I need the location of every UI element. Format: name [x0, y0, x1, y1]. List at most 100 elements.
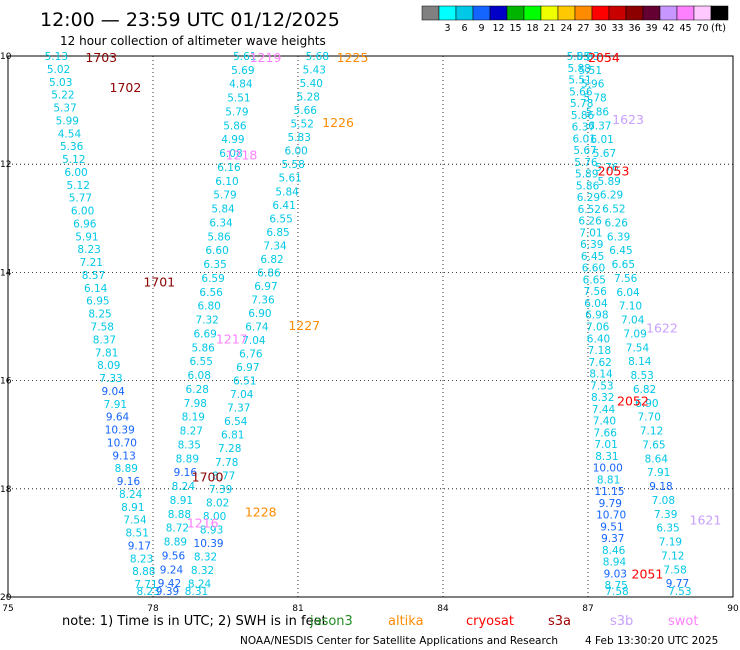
wave-height-value: 8.14 — [628, 356, 652, 368]
wave-height-value: 5.37 — [53, 103, 76, 115]
longitude-tick-label: 78 — [147, 604, 159, 614]
wave-height-value: 7.91 — [104, 399, 127, 411]
wave-height-value: 8.57 — [82, 270, 105, 282]
wave-height-value: 6.10 — [215, 176, 238, 188]
wave-height-value: 5.51 — [568, 75, 591, 87]
wave-height-value: 9.77 — [666, 578, 689, 590]
wave-height-value: 5.96 — [581, 79, 605, 91]
wave-height-value: 6.52 — [578, 204, 601, 216]
wave-height-value: 8.88 — [132, 566, 155, 578]
wave-height-value: 5.89 — [575, 169, 598, 181]
wave-height-value: 10.00 — [593, 463, 623, 475]
wave-height-value: 8.94 — [603, 557, 627, 569]
wave-height-value: 8.31 — [595, 451, 618, 463]
color-scale-swatch — [574, 5, 593, 21]
wave-height-value: 8.24 — [119, 489, 143, 501]
wave-height-value: 7.58 — [663, 564, 686, 576]
wave-height-value: 5.86 — [207, 231, 231, 243]
wave-height-value: 5.36 — [60, 141, 84, 153]
color-scale-label: 21 — [543, 23, 555, 34]
wave-height-value: 9.03 — [604, 568, 627, 580]
wave-height-value: 6.85 — [266, 227, 289, 239]
wave-height-value: 7.36 — [251, 294, 275, 306]
wave-height-value: 5.84 — [211, 204, 235, 216]
wave-height-value: 6.55 — [190, 356, 213, 368]
wave-height-value: 8.93 — [200, 524, 223, 536]
pass-id-label: 1703 — [85, 50, 117, 65]
wave-height-value: 6.45 — [609, 245, 632, 257]
wave-height-value: 6.41 — [272, 200, 295, 212]
wave-height-value: 5.66 — [294, 105, 318, 117]
wave-height-value: 7.04 — [230, 389, 254, 401]
wave-height-value: 5.52 — [291, 119, 314, 131]
color-scale-swatch — [523, 5, 542, 21]
wave-height-value: 8.24 — [188, 578, 212, 590]
pass-id-label: 1700 — [192, 469, 224, 484]
pass-id-label: 1218 — [226, 147, 258, 162]
wave-height-value: 7.98 — [184, 398, 207, 410]
color-scale-label: 27 — [577, 23, 589, 34]
wave-height-value: 7.53 — [590, 380, 613, 392]
pass-id-label: 2054 — [588, 50, 620, 65]
longitude-tick-label: 90 — [727, 604, 739, 614]
wave-height-value: 9.24 — [160, 564, 184, 576]
wave-height-value: 7.71 — [134, 579, 157, 591]
color-scale-swatch — [625, 5, 644, 21]
wave-height-value: 5.28 — [297, 92, 320, 104]
wave-height-value: 7.28 — [218, 443, 241, 455]
wave-height-value: 6.35 — [203, 259, 226, 271]
wave-height-value: 8.02 — [206, 497, 229, 509]
wave-height-value: 9.16 — [174, 467, 198, 479]
wave-height-value: 6.76 — [239, 349, 263, 361]
wave-height-value: 10.39 — [194, 538, 224, 550]
pass-id-label: 1227 — [288, 318, 320, 333]
wave-height-value: 8.72 — [166, 523, 189, 535]
wave-height-value: 8.91 — [170, 495, 193, 507]
wave-height-value: 7.08 — [652, 495, 675, 507]
tick-labels: 75 78 81 84 87 90 10 12 14 16 18 20 — [0, 52, 739, 614]
wave-height-value: 5.88 — [567, 63, 590, 75]
wave-height-value: 6.74 — [245, 322, 269, 334]
wave-height-value: 6.37 — [588, 120, 611, 132]
color-scale-swatch — [591, 5, 610, 21]
wave-height-value: 5.51 — [227, 93, 250, 105]
wave-height-value: 7.21 — [80, 257, 103, 269]
wave-height-value: 8.51 — [126, 528, 149, 540]
wave-height-value: 6.90 — [248, 308, 271, 320]
pass-id-label: 1219 — [250, 50, 282, 65]
wave-height-value: 6.90 — [635, 398, 658, 410]
color-scale-label: 45 — [679, 23, 691, 34]
wave-height-value: 6.54 — [224, 416, 248, 428]
wave-height-value: 8.46 — [602, 545, 626, 557]
wave-height-value: 5.85 — [567, 51, 590, 63]
wave-height-value: 7.33 — [99, 373, 122, 385]
color-scale-swatch — [506, 5, 525, 21]
wave-height-value: 6.26 — [605, 217, 629, 229]
wave-height-value: 6.65 — [612, 259, 635, 271]
wave-height-value: 7.78 — [215, 457, 238, 469]
wave-height-value: 7.12 — [661, 550, 684, 562]
wave-height-value: 8.91 — [121, 502, 144, 514]
color-scale-label: 6 — [461, 23, 467, 34]
wave-height-value: 6.04 — [616, 287, 640, 299]
wave-height-value: 6.01 — [590, 134, 613, 146]
wave-height-value: 4.84 — [229, 79, 253, 91]
latitude-tick-label: 12 — [0, 160, 11, 170]
wave-height-value: 7.39 — [654, 509, 677, 521]
color-scale-label: 36 — [628, 23, 640, 34]
pass-id-label: 1623 — [612, 112, 644, 127]
wave-height-value: 5.86 — [586, 106, 610, 118]
wave-height-value: 6.59 — [201, 273, 224, 285]
wave-height-value: 9.56 — [162, 550, 186, 562]
wave-height-value: 11.15 — [594, 486, 624, 498]
wave-height-value: 9.42 — [158, 578, 181, 590]
wave-height-value: 6.97 — [254, 281, 277, 293]
note-text: note: 1) Time is in UTC; 2) SWH is in fe… — [62, 614, 327, 629]
satellite-legend-item: cryosat — [466, 614, 514, 629]
latitude-tick-label: 14 — [0, 268, 12, 278]
wave-height-value: 9.18 — [649, 481, 672, 493]
wave-height-value: 7.06 — [586, 322, 610, 334]
wave-height-value: 5.68 — [306, 51, 329, 63]
wave-height-value: 5.86 — [223, 120, 247, 132]
